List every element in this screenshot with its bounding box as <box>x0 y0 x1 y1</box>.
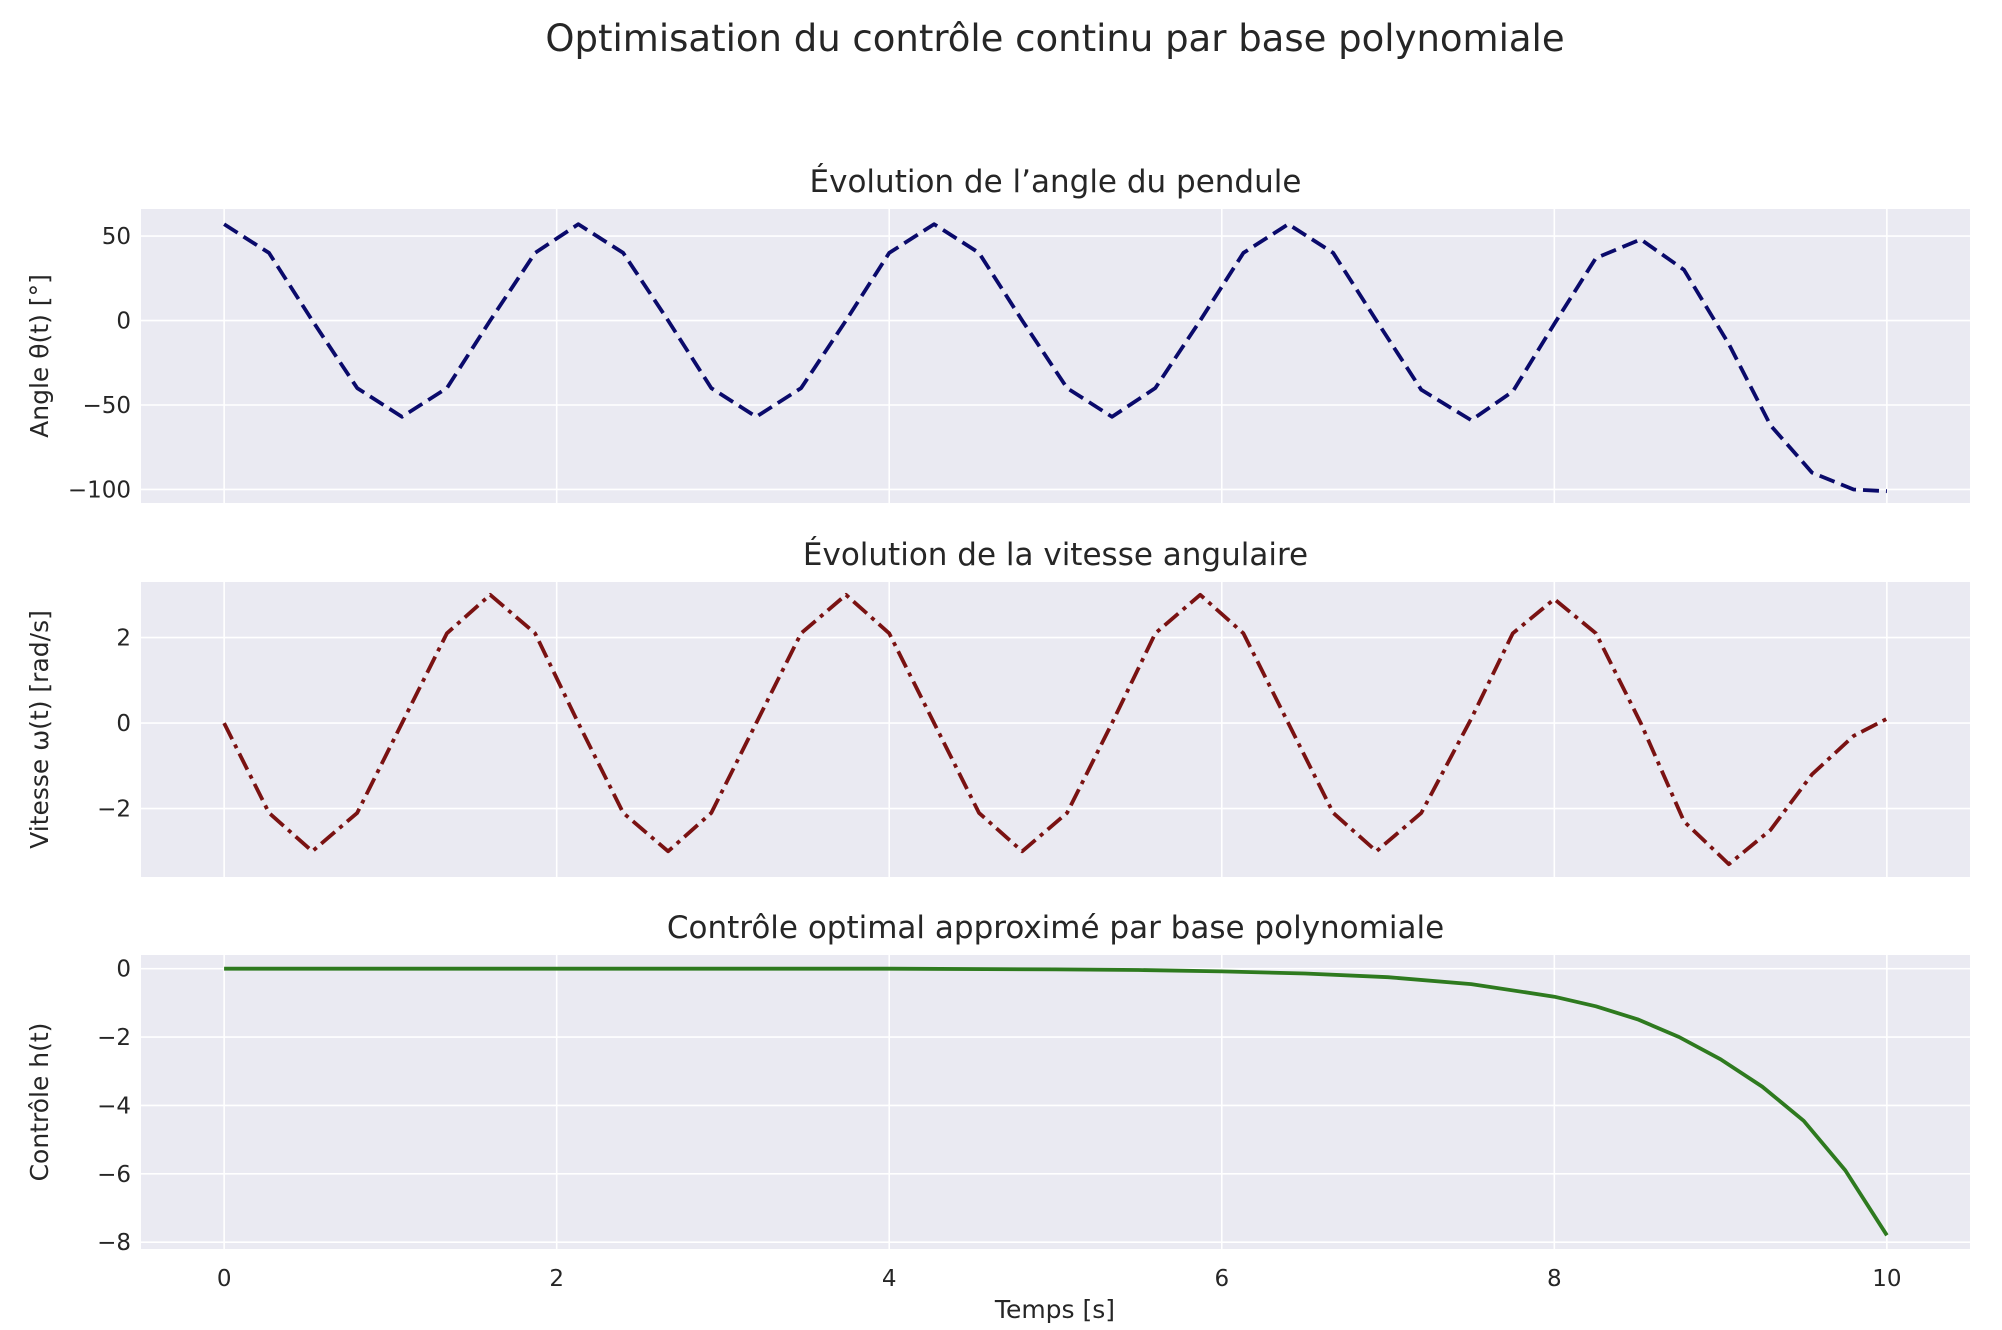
x-tick-label: 10 <box>1872 1266 1901 1292</box>
subplot-3: 0 −2 −4 −6 −8 Contrôle optimal approximé par … <box>25 910 1970 1292</box>
panel-title: Évolution de la vitesse angulaire <box>803 537 1308 573</box>
y-tick-label: 2 <box>116 626 131 652</box>
series-line <box>224 966 1889 1237</box>
subplot-1: 50 0 −50 −100 Évolution de l’angle du pendul… <box>25 164 1970 503</box>
x-tick-label: 8 <box>1547 1266 1562 1292</box>
y-tick-label: 0 <box>116 309 131 335</box>
y-axis-label: Angle θ(t) [°] <box>25 274 54 438</box>
series-line <box>222 592 1888 867</box>
y-tick-label: 50 <box>102 224 131 250</box>
subplots-group: 50 0 −50 −100 Évolution de l’angle du pendul… <box>25 164 1970 1292</box>
y-axis-label: Contrôle h(t) <box>25 1023 54 1182</box>
plot-area <box>141 955 1970 1249</box>
y-tick-label: −6 <box>97 1162 131 1188</box>
y-tick-label: −2 <box>97 797 131 823</box>
x-tick-label: 6 <box>1214 1266 1229 1292</box>
y-tick-label: −2 <box>97 1025 131 1051</box>
plot-area <box>141 209 1970 503</box>
y-tick-label: −50 <box>82 393 131 419</box>
panel-title: Évolution de l’angle du pendule <box>810 164 1302 200</box>
y-tick-label: 0 <box>116 957 131 983</box>
x-axis-label: Temps [s] <box>994 1295 1115 1324</box>
y-tick-label: −8 <box>97 1230 131 1256</box>
y-tick-label: 0 <box>116 711 131 737</box>
subplot-2: 2 0 −2 Évolution de la vitesse angulaire Vit… <box>25 537 1970 877</box>
figure-suptitle: Optimisation du contrôle continu par bas… <box>545 17 1564 60</box>
y-axis-label: Vitesse ω(t) [rad/s] <box>25 610 54 849</box>
x-tick-label: 4 <box>882 1266 897 1292</box>
series-line <box>223 222 1887 494</box>
y-tick-label: −4 <box>97 1093 131 1119</box>
x-tick-label: 2 <box>549 1266 564 1292</box>
y-tick-label: −100 <box>68 477 131 503</box>
panel-title: Contrôle optimal approximé par base poly… <box>667 910 1444 946</box>
x-tick-label: 0 <box>217 1266 232 1292</box>
plot-area <box>141 582 1970 877</box>
